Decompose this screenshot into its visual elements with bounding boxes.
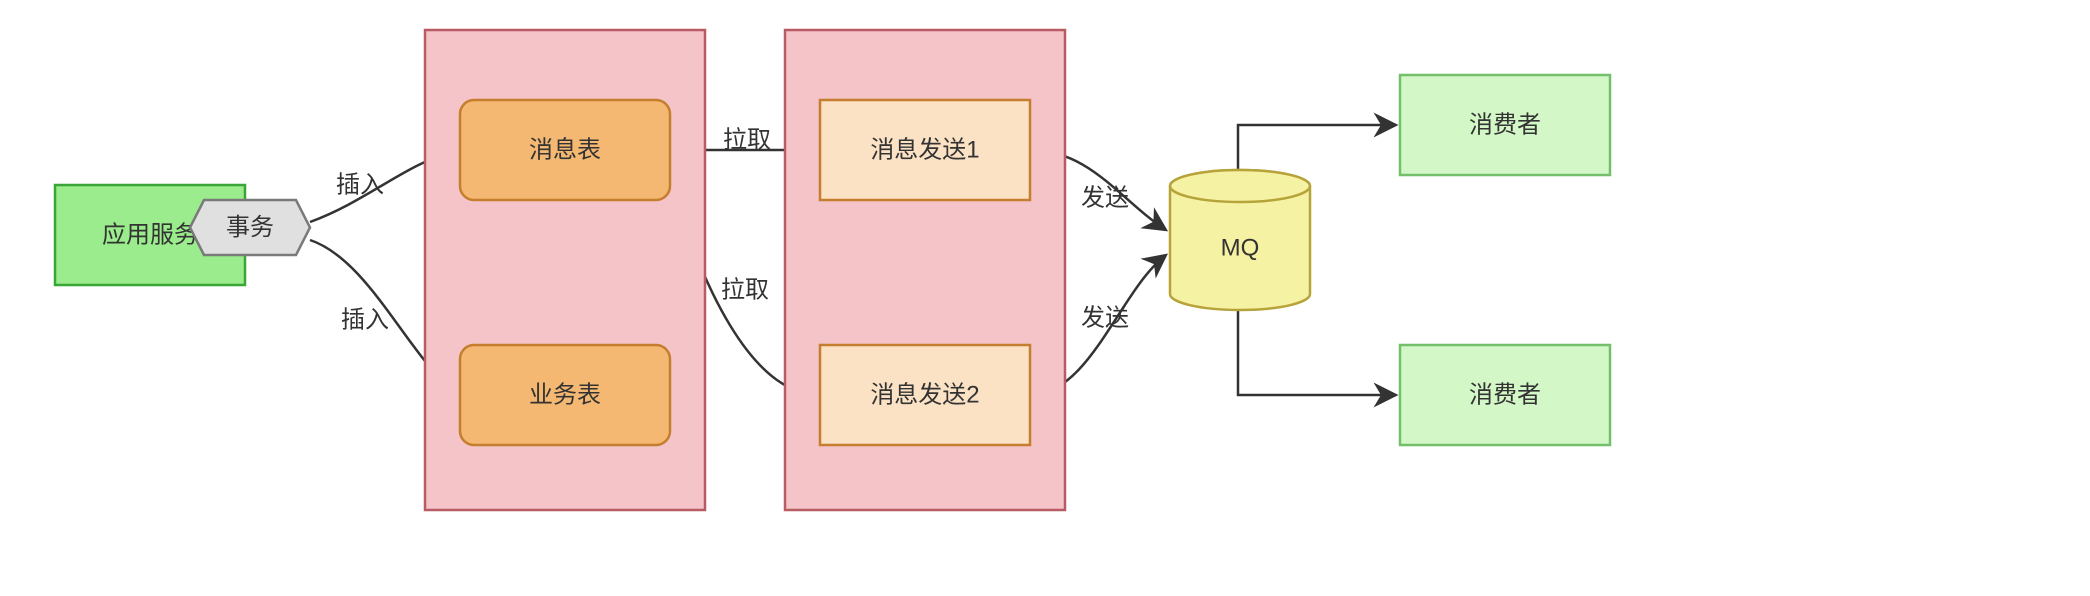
edge-label-e4: 拉取 [721,277,769,304]
edge-label-e6: 发送 [1081,305,1129,332]
edge-label-e1: 插入 [336,172,384,199]
node-label-sender1: 消息发送1 [870,137,979,164]
node-consumer2: 消费者 [1400,345,1610,445]
node-label-transaction: 事务 [226,214,274,241]
node-biz_table: 业务表 [460,345,670,445]
node-label-msg_table: 消息表 [529,137,601,164]
node-label-mq: MQ [1221,235,1260,262]
node-label-consumer1: 消费者 [1469,112,1541,139]
flowchart-canvas: 应用服务事务消息表业务表消息发送1消息发送2MQ消费者消费者 插入插入拉取拉取发… [0,0,2090,596]
edge-label-e2: 插入 [341,307,389,334]
edge-label-e3: 拉取 [723,127,771,154]
node-label-app_service: 应用服务 [102,222,198,249]
node-consumer1: 消费者 [1400,75,1610,175]
node-label-biz_table: 业务表 [529,382,601,409]
node-sender1: 消息发送1 [820,100,1030,200]
edge-e8 [1238,310,1396,395]
node-mq: MQ [1170,170,1310,310]
node-label-consumer2: 消费者 [1469,382,1541,409]
edge-e7 [1238,125,1396,170]
node-transaction: 事务 [190,200,310,255]
node-msg_table: 消息表 [460,100,670,200]
node-sender2: 消息发送2 [820,345,1030,445]
edge-label-e5: 发送 [1081,185,1129,212]
node-label-sender2: 消息发送2 [870,382,979,409]
